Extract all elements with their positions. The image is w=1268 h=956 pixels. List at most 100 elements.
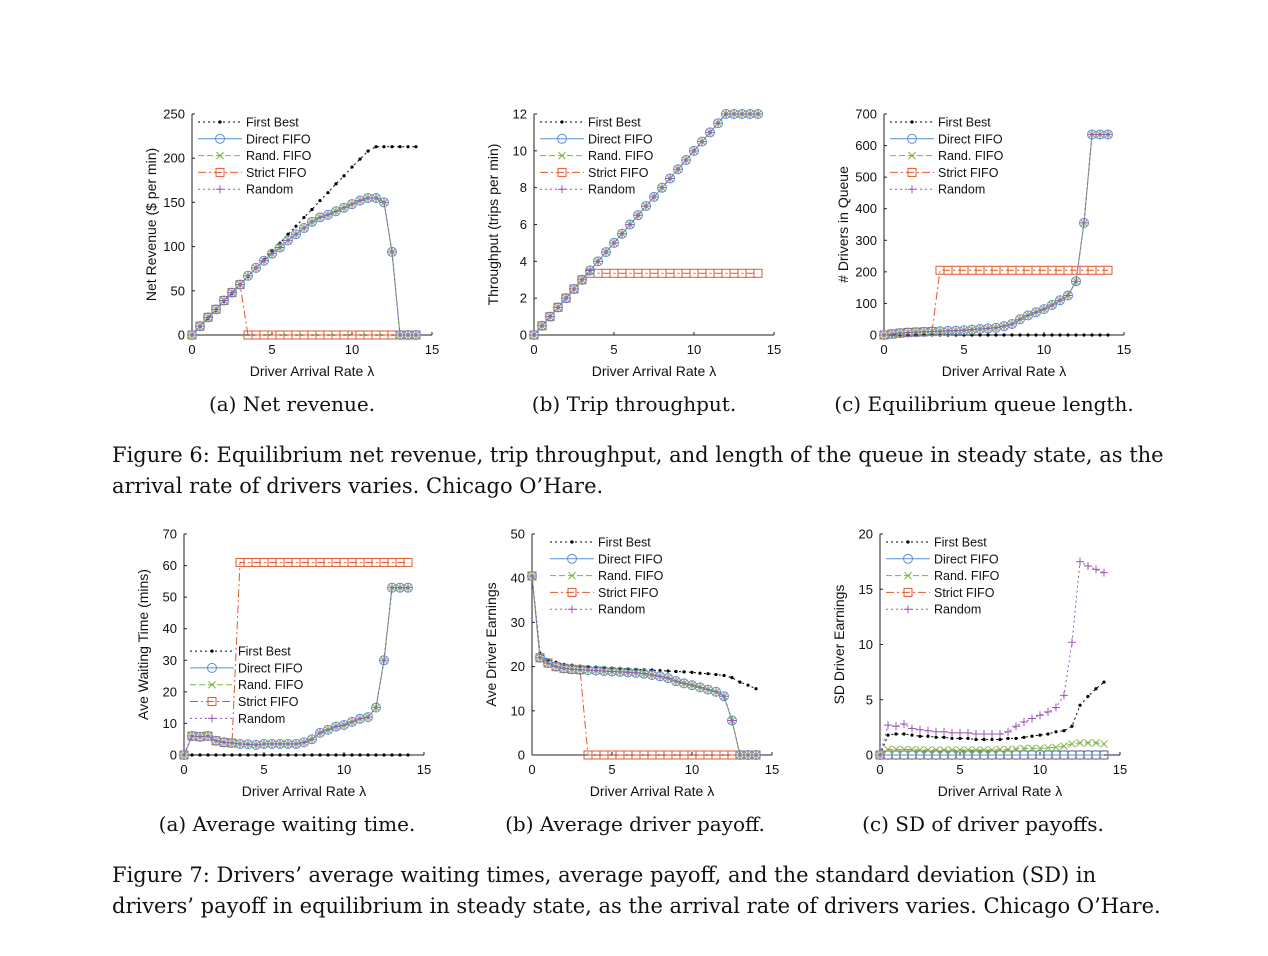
data-point — [316, 213, 324, 222]
data-point — [616, 667, 624, 676]
data-point — [559, 663, 569, 674]
data-point — [738, 110, 746, 118]
x-tick-label: 10 — [345, 342, 359, 357]
legend-label: Direct FIFO — [246, 132, 311, 146]
data-point — [276, 739, 284, 748]
data-point — [609, 237, 619, 248]
data-point — [1067, 750, 1077, 760]
data-point — [561, 293, 571, 304]
data-point — [1002, 333, 1006, 337]
data-point — [642, 202, 650, 211]
data-point — [356, 196, 364, 205]
data-point — [560, 664, 568, 673]
data-point — [398, 145, 402, 149]
data-point — [220, 738, 228, 747]
chart-svg: 0 5 10 15 0 100 200 300 400 500 600 700 Driver Arriv… — [835, 107, 1131, 380]
data-point — [577, 274, 587, 285]
data-point — [387, 557, 397, 567]
data-point — [371, 702, 381, 713]
data-point — [633, 210, 643, 221]
data-point — [704, 685, 712, 694]
series-strict-fifo — [179, 557, 413, 760]
x-tick-label: 0 — [880, 342, 887, 357]
data-point — [992, 323, 1000, 332]
data-point — [972, 730, 980, 739]
data-point — [891, 750, 901, 760]
data-point — [1063, 290, 1073, 301]
data-point — [310, 753, 314, 757]
data-point — [404, 583, 412, 592]
data-point — [1047, 300, 1057, 311]
data-point — [390, 753, 394, 757]
legend-label: Rand. FIFO — [238, 678, 304, 692]
series-line — [191, 146, 416, 336]
y-tick-label: 30 — [511, 615, 525, 630]
data-point — [326, 191, 330, 195]
legend-marker — [210, 649, 214, 653]
data-point — [528, 571, 536, 580]
data-point — [340, 721, 348, 730]
x-tick-label: 10 — [337, 762, 351, 777]
data-point — [302, 215, 306, 220]
data-point — [236, 739, 244, 748]
legend-marker — [904, 571, 912, 580]
data-point — [976, 325, 984, 334]
data-point — [536, 653, 544, 662]
data-point — [538, 321, 546, 330]
x-tick-label: 0 — [530, 342, 537, 357]
data-point — [342, 753, 346, 757]
data-point — [334, 753, 338, 757]
data-point — [940, 746, 948, 754]
y-tick-label: 12 — [513, 107, 527, 122]
data-point — [211, 735, 221, 746]
legend-marker — [904, 605, 912, 614]
data-point — [602, 248, 610, 257]
data-point — [355, 557, 365, 567]
y-tick-label: 40 — [163, 621, 177, 636]
data-point — [1058, 333, 1062, 337]
data-point — [268, 739, 276, 748]
data-point — [746, 683, 750, 687]
data-point — [1028, 744, 1036, 753]
y-tick-label: 150 — [163, 195, 185, 210]
data-point — [211, 304, 221, 315]
x-axis-label: Driver Arrival Rate λ — [942, 363, 1066, 379]
data-point — [1044, 707, 1052, 716]
data-point — [246, 753, 250, 757]
data-point — [754, 110, 762, 118]
data-point — [292, 230, 300, 239]
x-tick-label: 0 — [188, 342, 195, 357]
y-tick-label: 10 — [513, 143, 527, 158]
legend-label: Rand. FIFO — [588, 149, 654, 163]
data-point — [1074, 333, 1078, 337]
data-point — [366, 753, 370, 757]
data-point — [926, 734, 930, 738]
data-point — [1106, 333, 1110, 337]
legend-label: First Best — [598, 536, 651, 550]
legend-label: Direct FIFO — [588, 132, 653, 146]
data-point — [299, 223, 309, 234]
data-point — [259, 255, 269, 266]
data-point — [251, 262, 261, 273]
data-point — [1032, 308, 1040, 317]
data-point — [552, 662, 560, 671]
data-point — [712, 687, 720, 696]
data-point — [562, 294, 570, 303]
y-tick-label: 15 — [859, 582, 873, 597]
data-point — [887, 329, 897, 340]
data-point — [278, 753, 282, 757]
chart-trip-throughput: 0 5 10 15 0 2 4 6 8 10 12 Driver Arrival Rate λ Thro… — [462, 100, 802, 380]
data-point — [1068, 638, 1076, 647]
legend-label: Direct FIFO — [934, 552, 999, 566]
legend-marker — [215, 167, 225, 177]
legend-label: Direct FIFO — [938, 132, 1003, 146]
data-point — [714, 672, 718, 677]
data-point — [711, 686, 721, 697]
y-axis-label: SD Driver Earnings — [831, 585, 847, 705]
data-point — [308, 217, 316, 226]
data-point — [658, 183, 666, 192]
x-axis-label: Driver Arrival Rate λ — [242, 783, 366, 799]
legend: First Best Direct FIFO Rand. FIFO Strict FI… — [540, 116, 654, 197]
data-point — [974, 737, 978, 742]
